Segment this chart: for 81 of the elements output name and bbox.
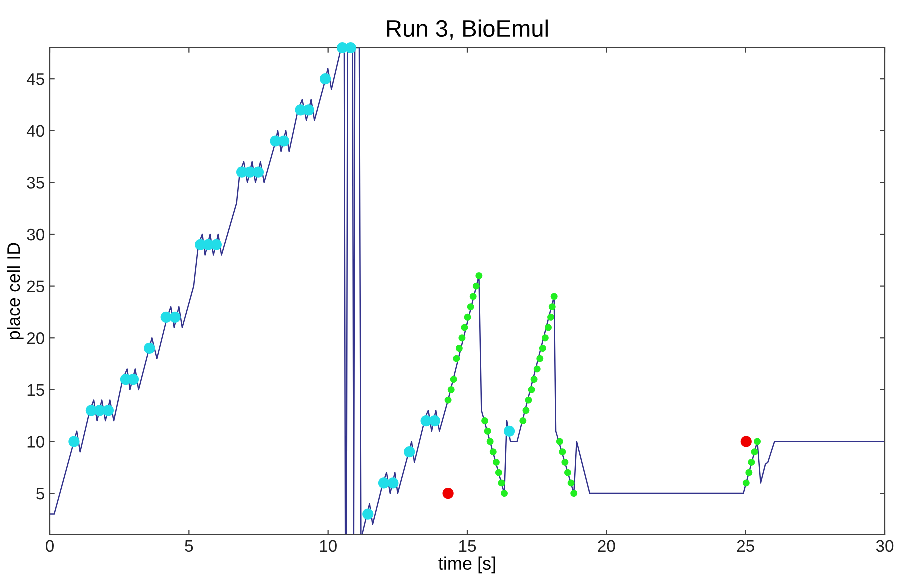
point — [458, 334, 466, 342]
point — [278, 136, 290, 147]
point — [210, 239, 222, 250]
y-tick-label: 35 — [27, 177, 44, 189]
x-tick-label: 10 — [320, 540, 337, 552]
point — [68, 436, 80, 448]
y-tick-label: 10 — [28, 436, 44, 448]
point — [559, 448, 566, 456]
x-tick-label: 0 — [46, 540, 54, 552]
point — [490, 448, 497, 456]
point — [467, 304, 474, 311]
point — [562, 458, 569, 466]
chart-title: Run 3, BioEmul — [387, 20, 548, 40]
x-tick-label: 5 — [185, 540, 194, 552]
point — [740, 436, 752, 448]
y-tick-label: 5 — [36, 488, 44, 500]
point — [102, 405, 114, 416]
point — [362, 508, 374, 520]
point — [568, 480, 575, 487]
point — [450, 376, 458, 384]
point — [492, 458, 500, 466]
point — [528, 386, 536, 394]
point — [444, 396, 452, 404]
y-tick-label: 40 — [26, 125, 44, 138]
point — [464, 314, 472, 321]
point — [429, 415, 440, 427]
point — [320, 74, 332, 85]
y-axis-title: place cell ID — [6, 243, 24, 340]
point — [534, 366, 541, 373]
point — [530, 376, 538, 384]
point — [539, 345, 546, 352]
point — [484, 428, 492, 435]
point — [476, 272, 483, 280]
point — [570, 490, 578, 498]
point — [456, 345, 463, 352]
point — [564, 469, 572, 476]
point — [388, 478, 399, 489]
point — [542, 334, 549, 342]
point — [486, 438, 494, 446]
y-tick-label: 30 — [27, 228, 44, 241]
point — [404, 446, 416, 458]
point — [748, 458, 756, 466]
point — [170, 312, 181, 323]
point — [504, 426, 516, 437]
point — [303, 104, 314, 116]
y-tick-label: 45 — [26, 74, 44, 86]
x-axis-title: time [s] — [438, 556, 496, 574]
point — [742, 480, 750, 487]
point — [378, 478, 390, 489]
point — [482, 418, 489, 424]
point — [442, 488, 454, 500]
x-tick-label: 30 — [876, 540, 894, 552]
y-tick-label: 25 — [27, 280, 44, 293]
point — [345, 42, 356, 54]
point — [495, 469, 502, 476]
x-tick-label: 20 — [598, 540, 616, 552]
point — [498, 480, 506, 487]
point — [520, 418, 527, 424]
point — [453, 355, 460, 362]
point — [548, 304, 556, 311]
point — [448, 386, 455, 394]
point — [536, 355, 544, 362]
point — [746, 469, 753, 476]
point — [472, 282, 480, 290]
point — [556, 438, 564, 446]
point — [754, 438, 761, 446]
point — [144, 342, 156, 354]
x-tick-label: 25 — [737, 540, 754, 552]
x-tick-label: 15 — [460, 540, 476, 552]
point — [548, 314, 554, 321]
point — [545, 324, 552, 332]
y-tick-label: 20 — [27, 332, 44, 344]
point — [522, 407, 530, 414]
point — [461, 324, 468, 332]
point — [550, 293, 558, 300]
point — [525, 396, 532, 404]
point — [751, 448, 758, 456]
y-tick-label: 15 — [28, 384, 44, 396]
point — [470, 293, 477, 300]
point — [252, 166, 264, 178]
point — [501, 490, 508, 498]
